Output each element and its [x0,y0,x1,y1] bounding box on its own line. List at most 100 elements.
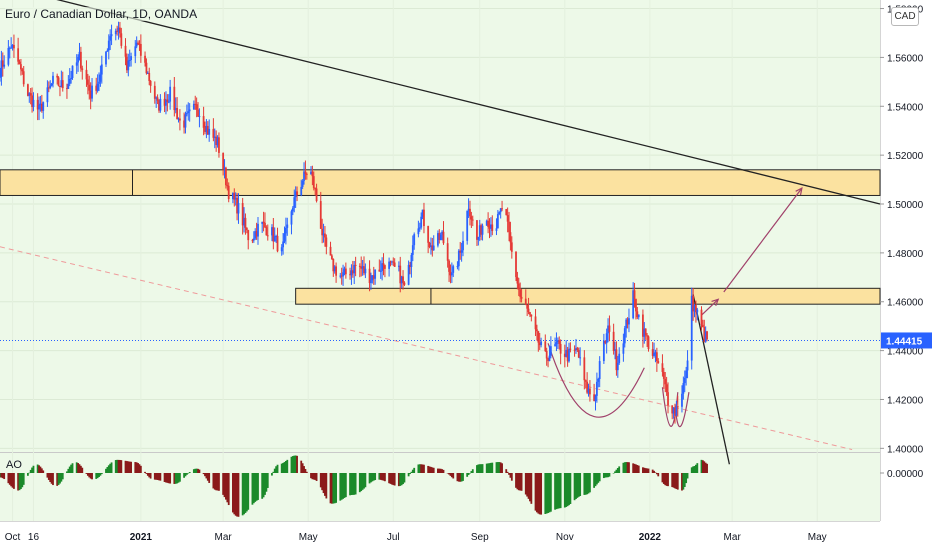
candle-body [332,258,335,272]
candle-body [130,56,132,60]
ao-bar [598,473,601,482]
ao-bar [604,473,607,478]
ao-bar [198,469,201,473]
candle-body [344,268,347,275]
candle-body [431,245,434,251]
candle-body [505,209,508,216]
candle-body [322,233,325,236]
candle-body [476,220,478,240]
candle-body [109,36,112,41]
candle-body [155,97,158,99]
candle-body [686,360,689,371]
candle-body [388,261,390,269]
ao-bar [358,473,361,493]
ao-bar [218,473,220,491]
candle-body [559,343,562,354]
time-tick-label: Nov [556,532,574,543]
candle-body [439,234,442,240]
ao-bar [159,473,162,481]
ao-bar [393,473,396,486]
candle-body [496,214,499,229]
ao-bar [480,464,483,473]
candle-body [556,340,559,343]
ao-bar [165,473,167,483]
candle-body [91,85,93,99]
ao-bar [95,473,98,479]
projection-arrow-lower-head [711,298,720,307]
ao-bar [370,473,372,483]
ao-bar [547,473,549,513]
ao-bar [657,473,660,477]
price-tick-label: 1.48000 [887,249,924,260]
candle-body [515,251,517,278]
candle-body [75,62,78,66]
candle-body [223,167,226,170]
candle-body [251,240,254,242]
candle-body [226,185,229,187]
candle-body [222,152,225,170]
ao-bar [665,473,668,486]
candle-body [202,116,205,128]
ao-bar [519,473,522,491]
ao-bar [3,473,6,480]
candle-body [13,44,15,49]
candle-body [636,311,639,318]
time-tick-label: May [808,532,827,543]
ao-bar [432,467,435,473]
ao-bar [300,460,303,473]
time-tick-label: 2022 [639,532,662,543]
ao-bar [31,467,33,473]
ao-bar [487,463,490,473]
ao-bar [446,473,449,474]
ao-bar [57,473,60,485]
ao-bar [616,468,619,473]
candle-body [314,188,317,190]
candle-body [642,314,644,337]
candle-body [305,173,308,175]
ao-bar [469,473,471,474]
time-tick-label: Mar [215,532,233,543]
currency-badge[interactable]: CAD [891,7,919,26]
candle-body [79,51,82,69]
candle-body [7,47,10,65]
candle-body [135,42,138,47]
candle-body [595,381,598,396]
ao-bar [605,473,608,478]
candle-body [243,217,245,226]
candle-body [598,361,601,379]
ao-bar [60,473,63,482]
candle-body [371,275,374,281]
ao-bar [508,473,510,475]
time-tick-label: Oct [5,532,21,543]
candle-body [174,108,177,111]
ao-bar [271,473,273,476]
ao-bar [477,464,480,473]
candle-body [450,272,453,276]
ao-bar [339,473,342,501]
candle-body [236,197,238,214]
candle-body [586,381,589,393]
ao-bar [374,473,377,481]
ao-bar [674,473,676,489]
candle-body [311,171,314,177]
candle-body [651,349,654,356]
ao-bar [626,462,629,473]
ao-bar [625,462,628,473]
ao-bar [283,462,286,473]
candle-body [501,208,503,210]
candle-body [254,231,257,239]
candle-body [597,378,600,382]
ao-bar [457,473,460,482]
ao-bar [566,473,569,507]
ao-bar [344,473,347,498]
ao-bar [526,473,529,497]
ao-bar [544,473,547,514]
ao-bar [109,463,112,473]
ao-bar [137,463,139,473]
candle-body [608,325,611,332]
candle-body [616,362,619,371]
candle-body [381,263,384,271]
candle-body [144,55,146,63]
ao-bar [319,473,322,488]
ao-bar [187,473,190,474]
